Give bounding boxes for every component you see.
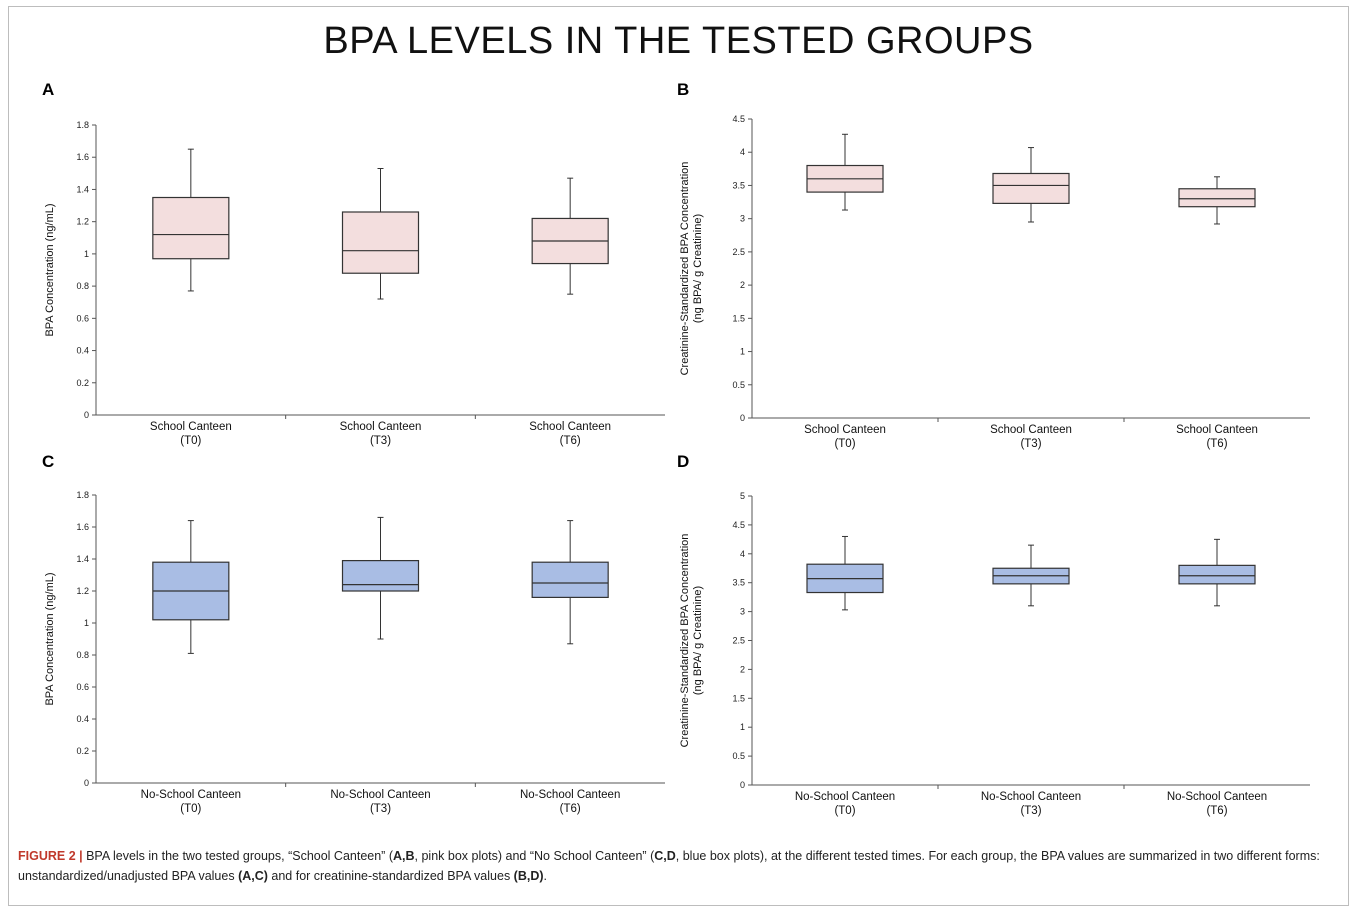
category-label-a: School Canteen xyxy=(150,421,232,433)
category-sublabel-b: (T3) xyxy=(1020,438,1041,450)
category-label-b: School Canteen xyxy=(804,424,886,436)
box-c-2 xyxy=(341,559,420,592)
category-sublabel-c: (T3) xyxy=(370,803,391,815)
y-tick-label-d: 3.5 xyxy=(732,578,745,588)
caption-bold-2: C,D xyxy=(654,849,676,863)
y-tick-label-d: 3 xyxy=(740,607,745,617)
y-tick-label-c: 0.4 xyxy=(76,714,89,724)
category-label-a: School Canteen xyxy=(340,421,422,433)
y-tick-label-b: 1 xyxy=(740,347,745,357)
caption-text-1: BPA levels in the two tested groups, “Sc… xyxy=(82,849,393,863)
category-label-b: School Canteen xyxy=(1176,424,1258,436)
category-label-d: No-School Canteen xyxy=(795,791,895,803)
y-tick-label-c: 1.8 xyxy=(76,490,89,500)
y-tick-label-c: 0.2 xyxy=(76,746,89,756)
y-tick-label-d: 5 xyxy=(740,491,745,501)
category-sublabel-a: (T3) xyxy=(370,435,391,447)
caption-bold-3: (A,C) xyxy=(238,869,268,883)
category-sublabel-c: (T6) xyxy=(560,803,581,815)
y-tick-label-a: 0.6 xyxy=(76,313,89,323)
panel-label-a: A xyxy=(42,80,55,99)
category-sublabel-c: (T0) xyxy=(180,803,201,815)
y-tick-label-a: 1 xyxy=(84,249,89,259)
category-sublabel-d: (T6) xyxy=(1206,805,1227,817)
caption-bold-1: A,B xyxy=(392,849,415,863)
category-sublabel-b: (T0) xyxy=(834,438,855,450)
y-tick-label-c: 0.8 xyxy=(76,650,89,660)
y-tick-label-b: 4.5 xyxy=(732,114,745,124)
category-label-c: No-School Canteen xyxy=(141,789,241,801)
y-tick-label-d: 2 xyxy=(740,664,745,674)
figure-frame xyxy=(8,6,1349,906)
caption-text-2: , pink box plots) and “No School Canteen… xyxy=(414,849,655,863)
y-axis-title-b: Creatinine-Standardized BPA Concentratio… xyxy=(679,162,691,376)
y-tick-label-c: 1.4 xyxy=(76,554,89,564)
y-tick-label-a: 0 xyxy=(84,410,89,420)
y-tick-label-d: 1 xyxy=(740,722,745,732)
box-b-3 xyxy=(1178,188,1256,208)
y-tick-label-b: 3.5 xyxy=(732,180,745,190)
y-tick-label-d: 4.5 xyxy=(732,520,745,530)
caption-bold-4: (B,D) xyxy=(513,869,544,883)
box-a-1 xyxy=(152,196,230,260)
y-tick-label-b: 3 xyxy=(740,214,745,224)
y-tick-label-a: 1.6 xyxy=(76,152,89,162)
category-sublabel-a: (T0) xyxy=(180,435,201,447)
y-tick-label-d: 0 xyxy=(740,780,745,790)
y-tick-label-b: 0.5 xyxy=(732,380,745,390)
y-tick-label-b: 4 xyxy=(740,147,745,157)
y-tick-label-d: 2.5 xyxy=(732,636,745,646)
panel-label-c: C xyxy=(42,452,55,471)
category-label-b: School Canteen xyxy=(990,424,1072,436)
category-label-a: School Canteen xyxy=(529,421,611,433)
y-tick-label-a: 1.8 xyxy=(76,120,89,130)
box-d-3 xyxy=(1178,564,1256,585)
category-sublabel-b: (T6) xyxy=(1206,438,1227,450)
y-tick-label-a: 1.4 xyxy=(76,184,89,194)
y-tick-label-a: 0.2 xyxy=(76,378,89,388)
caption-figure-number: FIGURE 2 | xyxy=(18,849,83,863)
y-tick-label-c: 0.6 xyxy=(76,682,89,692)
y-axis-title-line2-b: (ng BPA/ g Creatinine) xyxy=(692,214,704,323)
category-label-d: No-School Canteen xyxy=(981,791,1081,803)
caption-text-5: . xyxy=(543,869,548,883)
y-tick-label-a: 0.8 xyxy=(76,281,89,291)
y-tick-label-b: 1.5 xyxy=(732,313,745,323)
figure-title: BPA LEVELS IN THE TESTED GROUPS xyxy=(323,20,1034,62)
box-c-3 xyxy=(531,561,609,599)
category-label-c: No-School Canteen xyxy=(330,789,430,801)
y-axis-title-line2-d: (ng BPA/ g Creatinine) xyxy=(692,586,704,695)
category-sublabel-d: (T3) xyxy=(1020,805,1041,817)
y-axis-title-a: BPA Concentration (ng/mL) xyxy=(44,203,56,336)
category-sublabel-a: (T6) xyxy=(560,435,581,447)
y-axis-title-c: BPA Concentration (ng/mL) xyxy=(44,572,56,705)
y-tick-label-c: 0 xyxy=(84,778,89,788)
caption-text-3: , blue box plots), at the different test… xyxy=(18,849,1320,883)
figure-caption: FIGURE 2 | BPA levels in the two tested … xyxy=(18,846,1343,886)
panel-label-d: D xyxy=(677,452,690,471)
caption-text-4: and for creatinine-standardized BPA valu… xyxy=(267,869,514,883)
category-sublabel-d: (T0) xyxy=(834,805,855,817)
category-label-c: No-School Canteen xyxy=(520,789,620,801)
y-tick-label-c: 1.2 xyxy=(76,586,89,596)
y-tick-label-a: 1.2 xyxy=(76,217,89,227)
y-tick-label-b: 2.5 xyxy=(732,247,745,257)
y-tick-label-b: 0 xyxy=(740,413,745,423)
y-tick-label-a: 0.4 xyxy=(76,346,89,356)
y-tick-label-d: 0.5 xyxy=(732,751,745,761)
category-label-d: No-School Canteen xyxy=(1167,791,1267,803)
y-tick-label-c: 1.6 xyxy=(76,522,89,532)
y-axis-title-d: Creatinine-Standardized BPA Concentratio… xyxy=(679,534,691,748)
y-tick-label-d: 4 xyxy=(740,549,745,559)
y-tick-label-c: 1 xyxy=(84,618,89,628)
panel-label-b: B xyxy=(677,80,690,99)
y-tick-label-b: 2 xyxy=(740,280,745,290)
y-tick-label-d: 1.5 xyxy=(732,693,745,703)
box-a-2 xyxy=(341,211,420,274)
box-b-2 xyxy=(992,172,1070,204)
